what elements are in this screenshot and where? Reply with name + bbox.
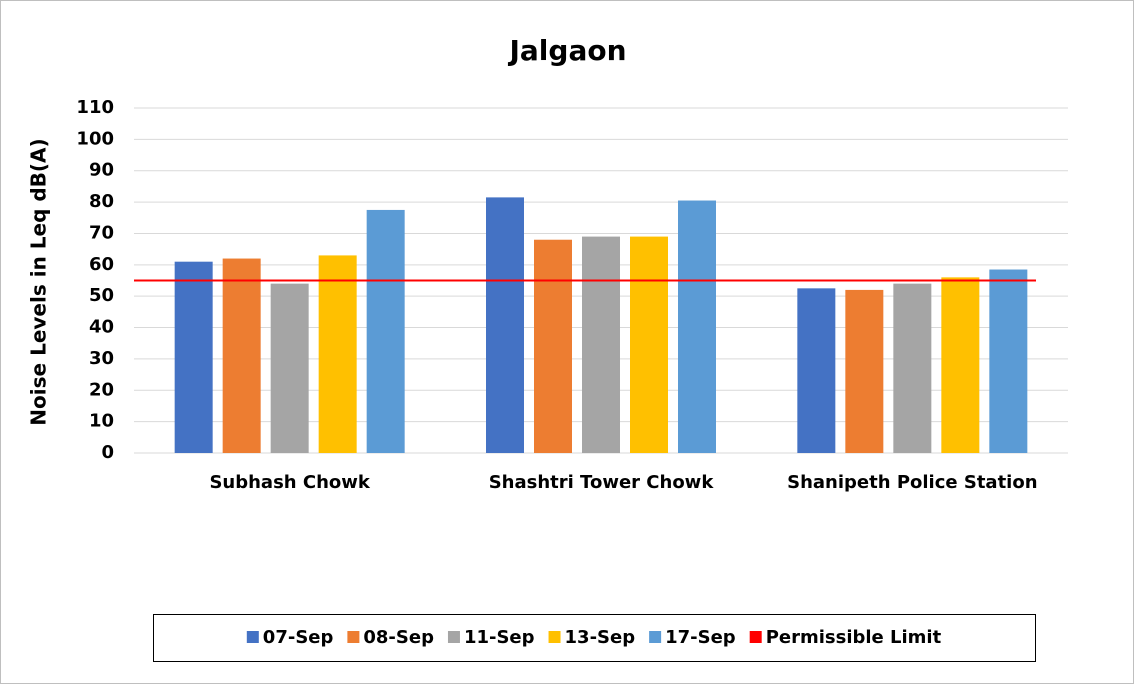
y-tick-label: 110 bbox=[76, 97, 114, 118]
y-tick-label: 80 bbox=[89, 191, 114, 212]
y-tick-label: 60 bbox=[89, 254, 114, 275]
legend-swatch bbox=[347, 631, 360, 643]
legend-label: Permissible Limit bbox=[766, 627, 942, 648]
bar bbox=[893, 283, 932, 453]
legend-label: 11-Sep bbox=[464, 627, 535, 648]
y-axis-title: Noise Levels in Leq dB(A) bbox=[27, 138, 51, 425]
legend-swatch bbox=[649, 631, 662, 643]
legend-label: 17-Sep bbox=[665, 627, 736, 648]
bar bbox=[678, 200, 716, 453]
legend-swatch bbox=[447, 631, 460, 643]
y-tick-label: 30 bbox=[89, 348, 114, 369]
y-tick-label: 20 bbox=[89, 379, 114, 400]
bar bbox=[797, 288, 836, 453]
legend-label: 08-Sep bbox=[363, 627, 434, 648]
bar bbox=[582, 236, 620, 453]
x-tick-label: Subhash Chowk bbox=[209, 472, 370, 493]
legend-swatch bbox=[749, 631, 762, 643]
bar bbox=[941, 277, 980, 453]
y-tick-label: 0 bbox=[101, 442, 114, 463]
legend-box bbox=[153, 614, 1036, 662]
y-tick-label: 10 bbox=[89, 411, 114, 432]
bar bbox=[222, 258, 261, 453]
bar bbox=[318, 255, 357, 453]
y-tick-label: 100 bbox=[76, 128, 114, 149]
chart-title: Jalgaon bbox=[507, 34, 626, 67]
x-tick-label: Shashtri Tower Chowk bbox=[489, 472, 715, 493]
y-tick-label: 90 bbox=[89, 160, 114, 181]
y-tick-label: 50 bbox=[89, 285, 114, 306]
legend-label: 13-Sep bbox=[565, 627, 636, 648]
bar bbox=[534, 239, 572, 453]
legend-label: 07-Sep bbox=[263, 627, 334, 648]
x-tick-label: Shanipeth Police Station bbox=[787, 472, 1037, 493]
bar bbox=[845, 289, 884, 453]
bar bbox=[366, 209, 405, 453]
y-tick-label: 40 bbox=[89, 317, 114, 338]
legend-swatch bbox=[548, 631, 561, 643]
bar bbox=[989, 269, 1028, 453]
bar bbox=[630, 236, 668, 453]
legend-swatch bbox=[246, 631, 259, 643]
y-tick-label: 70 bbox=[89, 222, 114, 243]
bar bbox=[486, 197, 524, 453]
bar bbox=[174, 261, 213, 453]
bar bbox=[270, 283, 309, 453]
